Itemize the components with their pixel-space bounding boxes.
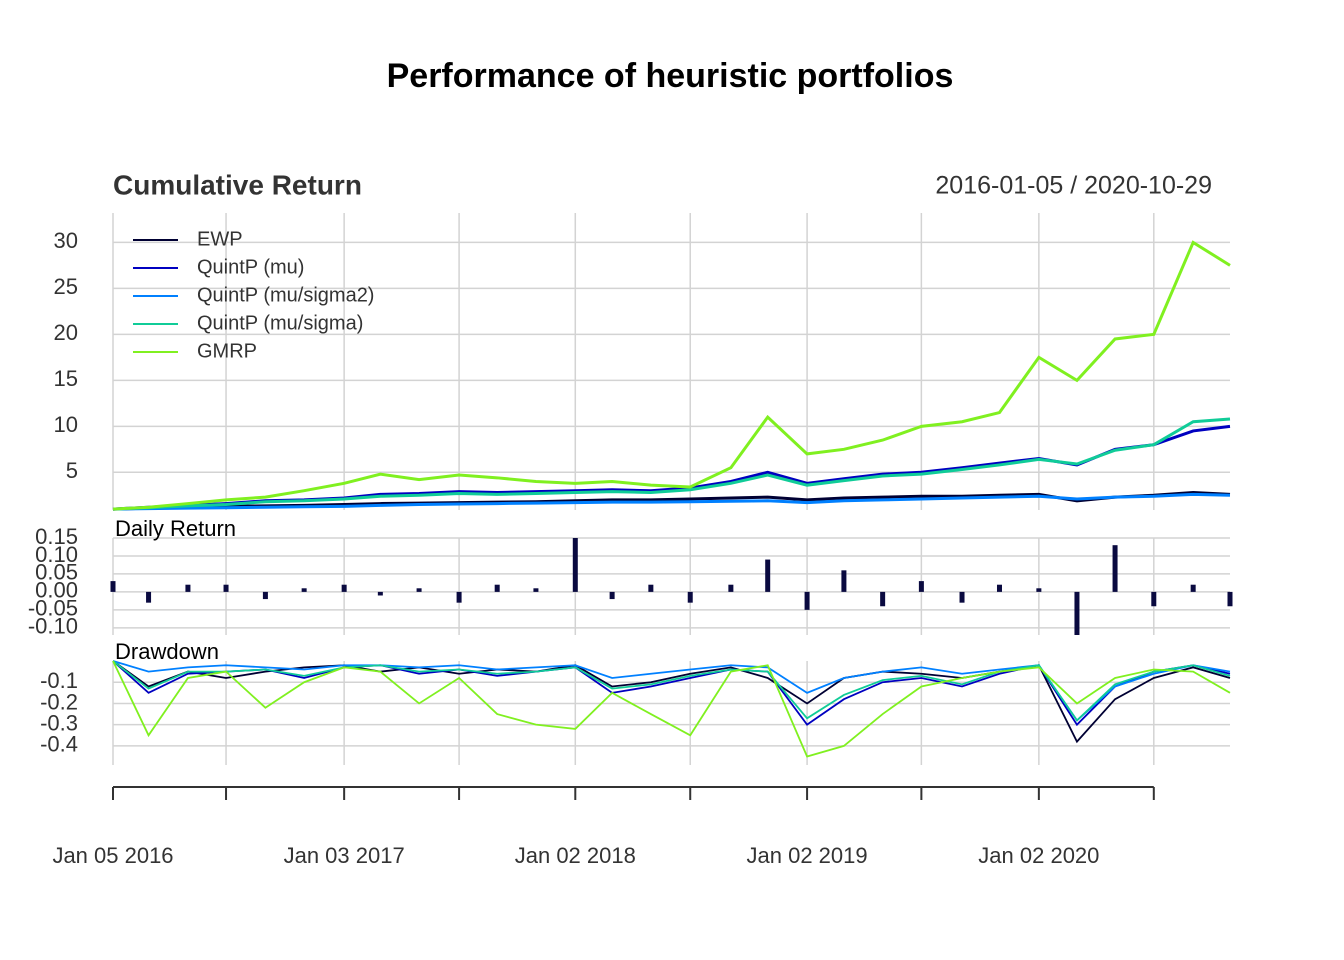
bar xyxy=(572,538,578,592)
bar xyxy=(1074,591,1080,635)
bar xyxy=(416,588,422,592)
bar xyxy=(728,584,734,592)
series-line xyxy=(112,660,1231,758)
x-tick-label: Jan 02 2018 xyxy=(515,843,636,868)
x-tick-label: Jan 05 2016 xyxy=(52,843,173,868)
bar xyxy=(185,584,191,592)
legend-label: EWP xyxy=(197,228,243,250)
bar xyxy=(1036,588,1042,592)
bar xyxy=(880,591,886,607)
x-tick-label: Jan 02 2019 xyxy=(747,843,868,868)
legend-label: GMRP xyxy=(197,340,257,362)
y-tick-label: 20 xyxy=(54,320,78,345)
bar xyxy=(609,591,615,600)
series-line xyxy=(112,492,1231,511)
bar xyxy=(377,591,383,596)
bar xyxy=(1190,584,1196,592)
bar xyxy=(494,584,500,592)
y-tick-label: -0.4 xyxy=(40,732,78,757)
bar xyxy=(648,584,654,592)
bar xyxy=(1151,591,1157,607)
bar xyxy=(959,591,965,603)
bar xyxy=(841,570,847,592)
y-tick-label: 15 xyxy=(54,366,78,391)
y-tick-label: 30 xyxy=(54,228,78,253)
bar xyxy=(804,591,810,610)
panel-title: Drawdown xyxy=(115,639,219,664)
y-tick-label: -0.10 xyxy=(28,614,78,639)
panel-title: Daily Return xyxy=(115,516,236,541)
y-tick-label: -0.1 xyxy=(40,668,78,693)
y-tick-label: -0.3 xyxy=(40,710,78,735)
series-line xyxy=(112,417,1231,511)
y-tick-label: 0.15 xyxy=(35,524,78,549)
bar xyxy=(1227,591,1233,607)
bar xyxy=(533,588,539,592)
bar xyxy=(918,581,924,592)
series-line xyxy=(112,240,1231,511)
bar xyxy=(223,584,229,592)
bar xyxy=(110,581,116,592)
bar xyxy=(301,588,307,592)
bar xyxy=(765,559,771,592)
y-tick-label: 5 xyxy=(66,458,78,483)
bar xyxy=(456,591,462,603)
y-tick-label: 0.05 xyxy=(35,560,78,585)
bar xyxy=(262,591,268,600)
panel-title: Cumulative Return xyxy=(113,169,362,200)
bar xyxy=(341,584,347,592)
bar xyxy=(687,591,693,603)
bar xyxy=(146,591,152,603)
x-tick-label: Jan 02 2020 xyxy=(978,843,1099,868)
legend-label: QuintP (mu/sigma) xyxy=(197,312,363,334)
y-tick-label: 10 xyxy=(54,412,78,437)
bar xyxy=(1112,545,1118,592)
panel-subtitle: 2016-01-05 / 2020-10-29 xyxy=(935,172,1212,200)
chart-title: Performance of heuristic portfolios xyxy=(387,57,954,95)
y-tick-label: 25 xyxy=(54,274,78,299)
legend-label: QuintP (mu) xyxy=(197,256,304,278)
y-tick-label: 0.10 xyxy=(35,542,78,567)
x-tick-label: Jan 03 2017 xyxy=(284,843,405,868)
bar xyxy=(996,584,1002,592)
y-tick-label: -0.05 xyxy=(28,596,78,621)
series-line xyxy=(112,660,1231,744)
legend-label: QuintP (mu/sigma2) xyxy=(197,284,374,306)
y-tick-label: 0.00 xyxy=(35,578,78,603)
y-tick-label: -0.2 xyxy=(40,689,78,714)
